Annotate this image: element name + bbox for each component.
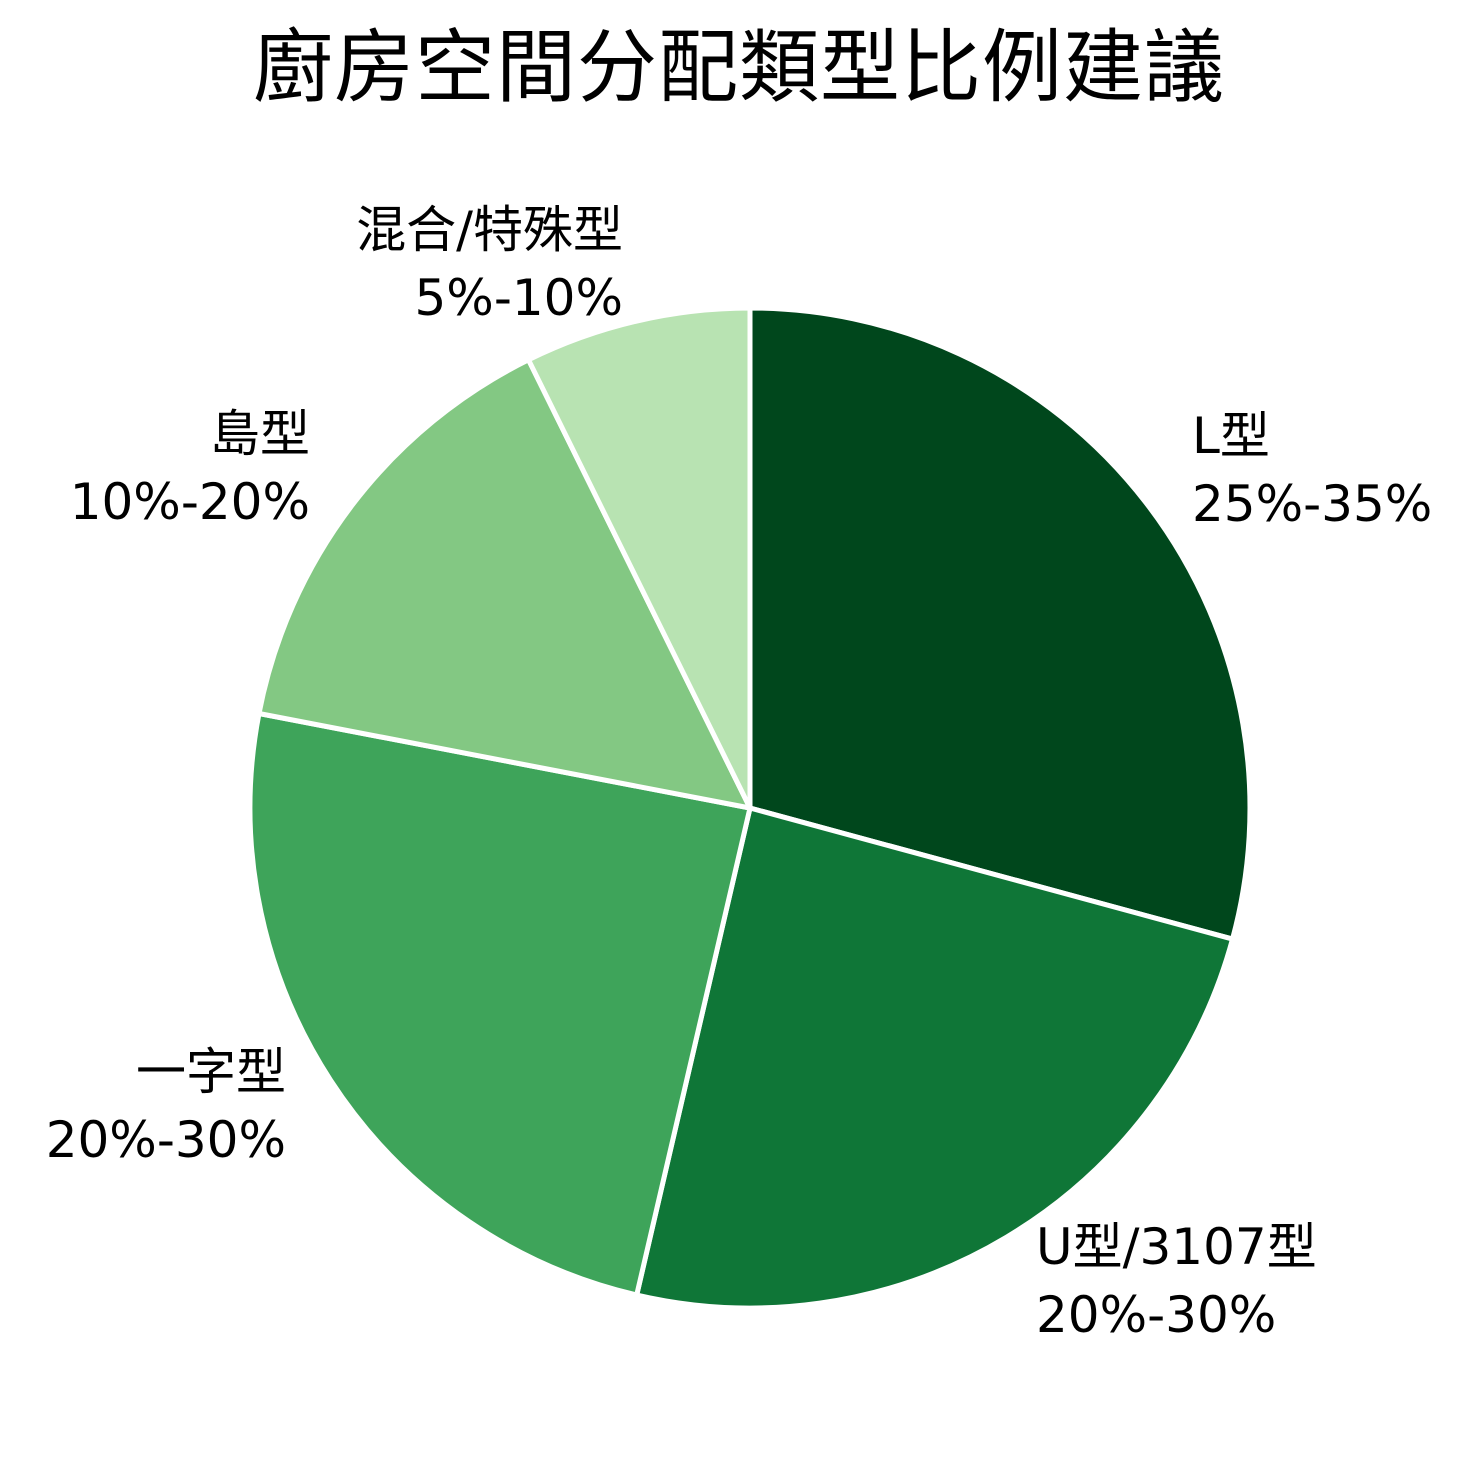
label-single-wall: 一字型 20%-30% — [46, 1038, 286, 1174]
label-l-shape: L型 25%-35% — [1192, 402, 1432, 538]
chart-title: 廚房空間分配類型比例建議 — [253, 21, 1225, 114]
slice-island — [256, 357, 753, 811]
slice-mixed-special — [526, 305, 753, 811]
label-island-range: 10%-20% — [69, 473, 310, 531]
label-u-shape: U型/3107型 20%-30% — [1036, 1213, 1317, 1349]
label-island: 島型 10%-20% — [70, 400, 310, 536]
label-mixed-special-name: 混合/特殊型 — [356, 201, 623, 259]
slice-u-shape — [634, 805, 1235, 1311]
label-single-wall-name: 一字型 — [136, 1043, 286, 1101]
label-island-name: 島型 — [210, 405, 310, 463]
label-u-shape-range: 20%-30% — [1036, 1286, 1277, 1344]
slice-single-wall — [247, 711, 753, 1298]
slice-l-shape — [747, 305, 1253, 942]
label-u-shape-name: U型/3107型 — [1036, 1218, 1317, 1276]
label-single-wall-range: 20%-30% — [45, 1111, 286, 1169]
label-mixed-special-range: 5%-10% — [414, 269, 624, 327]
label-mixed-special: 混合/特殊型 5%-10% — [356, 196, 623, 332]
label-l-shape-range: 25%-35% — [1192, 475, 1433, 533]
label-l-shape-name: L型 — [1192, 407, 1270, 465]
